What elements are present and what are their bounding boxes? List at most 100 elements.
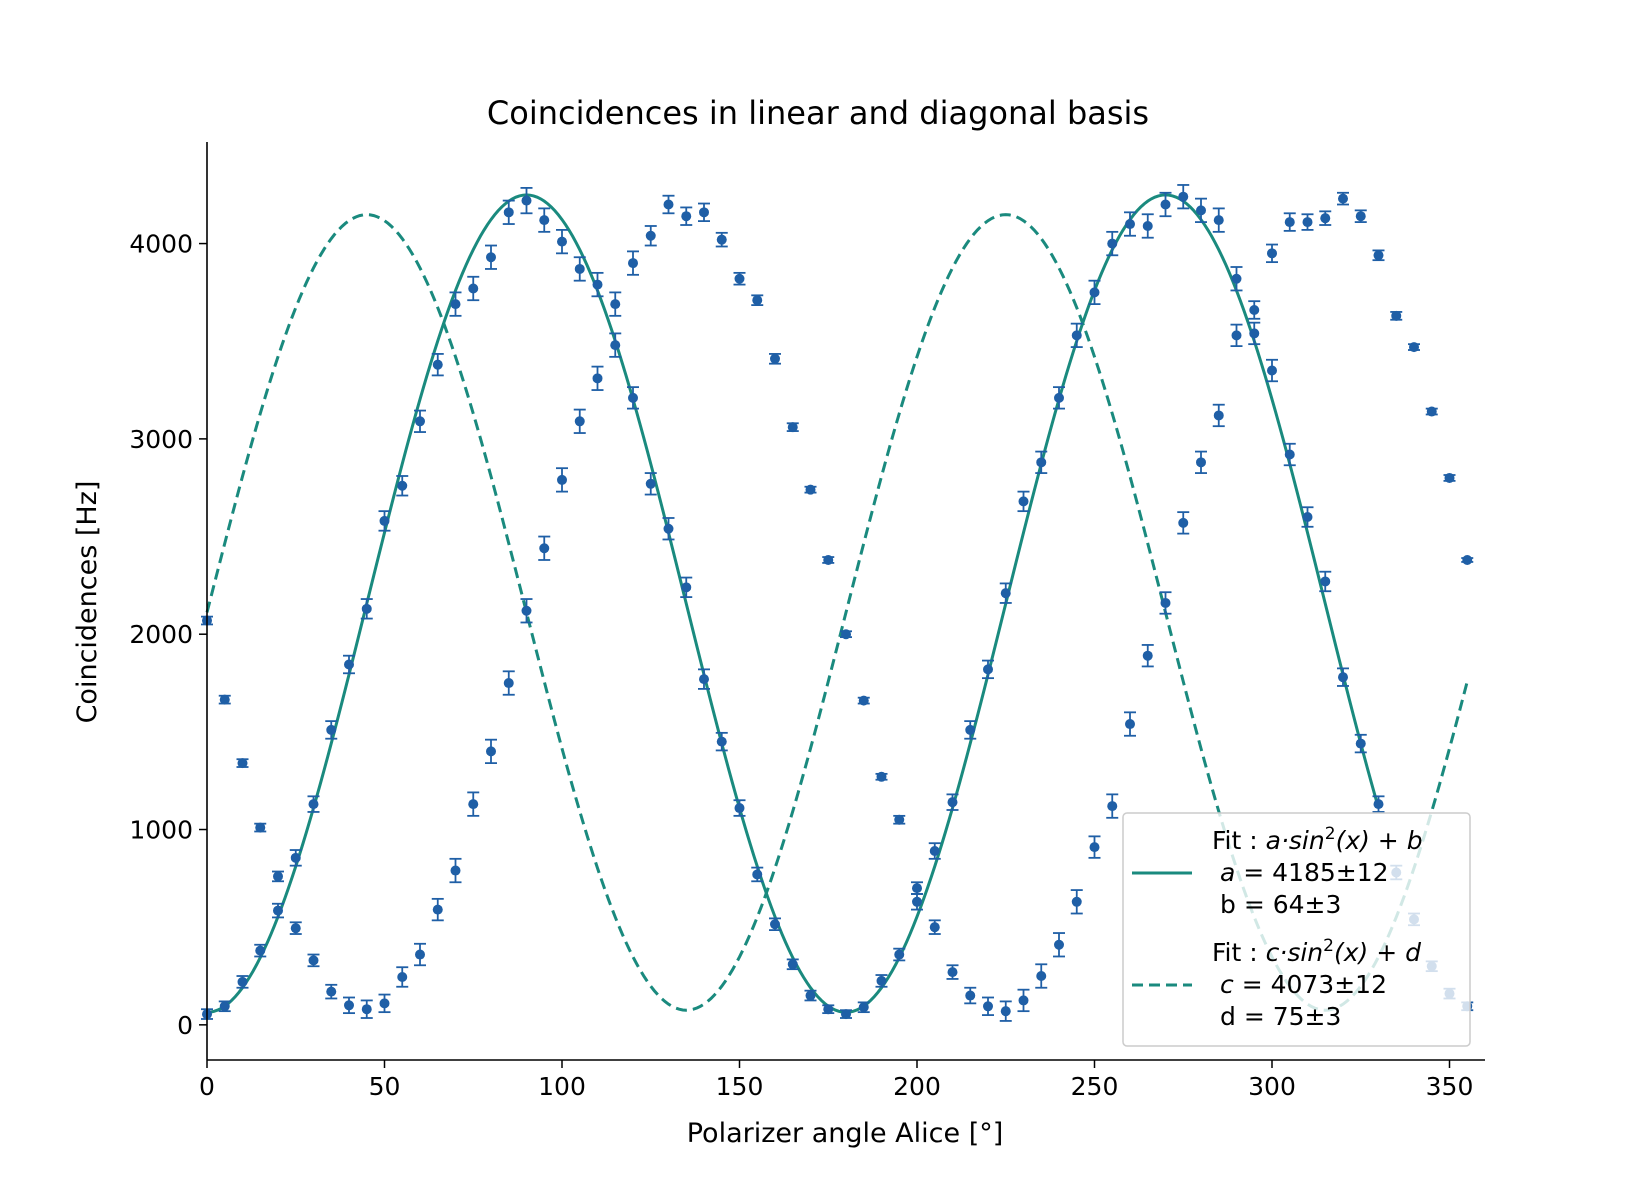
data-point-diagonal [219,694,230,705]
data-point-linear [1160,199,1171,210]
data-point-diagonal [503,678,514,689]
data-point-linear [1054,392,1064,403]
data-point-diagonal [1213,410,1224,421]
data-point-diagonal [326,986,337,997]
x-axis-label: Polarizer angle Alice [°] [687,1118,1004,1149]
data-point-diagonal [734,273,745,284]
data-point-diagonal [1071,896,1082,907]
data-point-linear [1125,219,1135,230]
y-tick-label: 1000 [129,816,193,845]
data-point-linear [929,846,940,857]
data-point-diagonal [290,923,301,934]
x-tick-label: 350 [1426,1072,1474,1101]
legend-dashed-param-c-value: = 4073±12 [1234,970,1387,999]
data-point-diagonal [965,990,976,1001]
legend-solid-formula: Fit : a·sin2(x) + b [1212,824,1423,855]
data-point-linear [1000,588,1011,599]
legend-solid-prefix: Fit : [1212,826,1266,855]
data-point-linear [805,990,816,1001]
data-point-diagonal [929,922,940,933]
data-point-diagonal [592,373,603,384]
data-point-diagonal [432,904,443,915]
data-point-diagonal [1018,995,1029,1006]
data-point-linear [1373,799,1384,810]
data-point-diagonal [841,629,851,640]
data-point-linear [290,852,301,863]
data-point-diagonal [1426,406,1437,417]
data-point-linear [1178,191,1189,202]
legend-frame [1122,812,1471,1047]
data-point-diagonal [1462,554,1473,565]
data-point-diagonal [610,299,621,310]
data-point-linear [219,1001,230,1012]
y-tick-label: 3000 [129,425,193,454]
data-point-diagonal [521,605,532,616]
data-point-linear [255,945,266,956]
legend-solid-param-a-symbol: a [1220,858,1235,887]
y-ticks: 0 1000 2000 3000 4000 [129,230,207,1040]
legend-dashed-param-c: c = 4073±12 [1220,970,1387,999]
data-point-diagonal [628,258,638,269]
data-point-linear [1302,512,1313,523]
data-point-diagonal [1391,310,1402,321]
data-point-linear [1338,672,1348,683]
data-point-linear [716,736,727,747]
data-point-linear [894,949,905,960]
y-tick-label: 4000 [129,230,193,259]
legend-solid-math2: (x) + b [1336,826,1423,855]
legend: Fit : a·sin2(x) + b a = 4185±12 b = 64±3… [1122,812,1471,1047]
data-point-diagonal [450,865,461,876]
data-point-diagonal [379,998,390,1009]
data-point-diagonal [1444,472,1455,483]
data-point-linear [379,515,390,526]
data-point-linear [539,215,550,226]
data-point-diagonal [557,474,567,485]
legend-dashed-math2: (x) + d [1334,938,1421,967]
legend-solid-param-b: b = 64±3 [1220,890,1341,919]
legend-dashed-param-c-symbol: c [1220,970,1234,999]
data-point-linear [823,1004,834,1015]
data-point-linear [397,480,408,491]
x-tick-label: 50 [369,1072,401,1101]
data-point-linear [326,724,337,735]
data-point-diagonal [805,484,816,495]
data-point-linear [947,797,958,808]
legend-solid-param-a: a = 4185±12 [1220,858,1389,887]
data-point-diagonal [1338,193,1348,204]
data-point-diagonal [237,758,248,769]
data-point-diagonal [1054,939,1064,950]
data-point-linear [237,976,248,987]
data-point-linear [787,959,798,970]
data-point-diagonal [1125,719,1135,730]
data-point-diagonal [1231,330,1242,341]
x-tick-label: 100 [538,1072,586,1101]
data-point-diagonal [308,955,319,966]
legend-dashed-exponent: 2 [1323,936,1334,956]
y-axis-label: Coincidences [Hz] [72,481,103,724]
data-point-linear [1142,220,1153,231]
data-point-diagonal [983,1001,993,1012]
data-point-diagonal [344,1000,354,1011]
data-point-diagonal [1196,457,1206,468]
data-point-linear [610,340,621,351]
data-point-diagonal [1320,213,1331,224]
x-tick-label: 150 [716,1072,764,1101]
data-point-diagonal [574,416,585,427]
data-point-diagonal [770,353,780,364]
data-point-linear [699,674,709,685]
data-point-linear [308,799,319,810]
data-point-diagonal [361,1004,372,1015]
data-point-diagonal [1089,842,1100,853]
data-point-diagonal [823,554,834,565]
data-point-linear [681,582,692,593]
data-point-diagonal [787,422,798,433]
data-point-linear [1355,738,1366,749]
data-point-linear [415,416,425,427]
data-point-diagonal [1142,650,1153,661]
data-point-diagonal [894,814,905,825]
data-point-linear [965,724,976,735]
data-point-diagonal [1000,1006,1011,1017]
data-point-linear [1018,496,1029,507]
data-point-diagonal [1178,517,1189,528]
